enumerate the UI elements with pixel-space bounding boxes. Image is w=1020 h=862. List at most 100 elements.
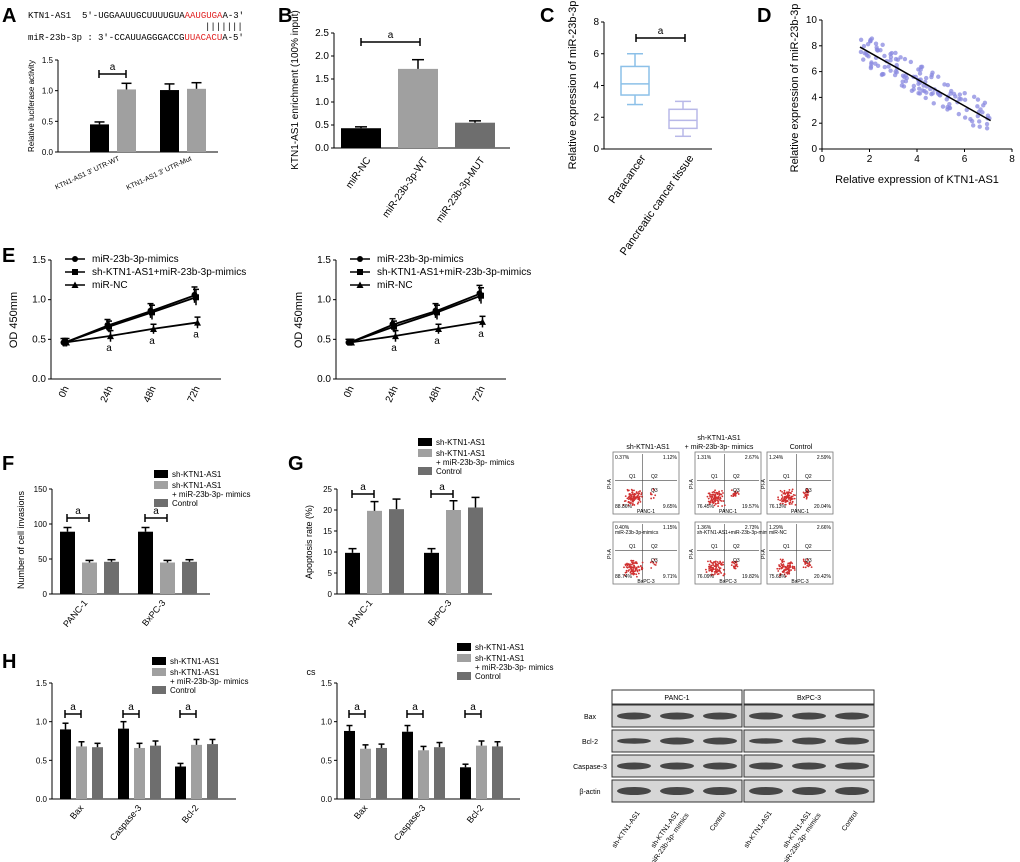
flow-col-title: sh-KTN1-AS1 [626,444,669,451]
flow-event [632,500,634,503]
chart-d-y-tick-label: 0 [811,144,817,155]
chart-h1-legend-label: + miR-23b-3p- mimics [170,677,248,686]
chart-g-y-tick-label: 20 [323,506,332,515]
chart-f-y-tick-label: 150 [34,485,48,494]
flow-quadrant-label: Q3 [733,488,740,494]
flow-event [782,571,784,574]
chart-e2-y-tick-label: 1.5 [317,255,331,266]
chart-h1-sig-label: a [185,702,191,713]
flow-event [714,489,716,492]
flow-panel-frame [766,521,834,585]
chart-h1-y-tick-label: 0.0 [36,795,48,804]
flow-event [708,568,710,570]
flow-event [719,499,722,502]
chart-d-x-tick-label: 6 [962,154,968,165]
flow-event [791,497,794,500]
chart-g-y-tick-label: 15 [323,527,332,536]
chart-h1-legend-label: Control [170,686,196,695]
flow-event [789,501,792,504]
chart-e2-legend-marker [356,281,364,288]
chart-d-point [898,55,903,60]
blot-band [617,762,651,770]
flow-event [711,501,714,504]
chart-e1-y-tick-label: 0.0 [32,374,46,385]
flow-event [655,561,658,564]
chart-h1-bar [150,745,161,799]
chart-h1-xtick-label: Caspase-3 [108,803,144,843]
flow-event [722,500,725,502]
flow-event [624,574,626,577]
chart-h1-bar [134,747,145,799]
chart-g-legend-swatch [418,438,432,446]
panel-label-b: B [278,5,292,27]
chart-a-xtick-label: KTN1-AS1 3' UTR-Mut [126,155,193,191]
flow-event [781,499,784,502]
chart-d-point [902,74,907,80]
chart-d-point [962,115,968,120]
flow-event [784,501,787,503]
chart-e1-legend-marker [72,269,78,275]
chart-h1-sig-label: a [70,702,76,713]
flow-axis-label: PANC-1 [719,509,737,515]
chart-h2-y-tick-label: 1.5 [321,679,333,688]
chart-b-xtick-label: miR-23b-3p-MUT [434,155,487,225]
chart-e2-legend-marker [357,256,363,262]
chart-d-point [908,59,914,65]
flow-quadrant-label: Q1 [711,544,718,550]
blot-band [835,737,869,745]
flow-event [786,491,788,494]
flow-event [627,496,630,499]
chart-d-point [865,41,871,47]
chart-h2-sig-label: a [412,702,418,713]
chart-f-bar [160,562,175,594]
flow-quadrant-value: 19.57% [742,504,760,510]
blot-band [792,712,826,720]
flow-event [653,558,656,561]
chart-e1-legend-label: sh-KTN1-AS1+miR-23b-3p-mimics [92,267,246,278]
flow-event [704,568,707,571]
chart-g-xtick-label: PANC-1 [346,598,374,629]
flow-event [653,563,656,566]
flow-event [804,495,807,497]
flow-quadrant-label: Q1 [711,474,718,480]
chart-g-bar [367,510,382,594]
flow-event [807,494,809,496]
chart-d-point [923,75,929,81]
flow-event [624,495,627,498]
flow-event [637,494,639,497]
flow-event [781,564,783,566]
flow-event [632,566,635,569]
flow-axis-label: PI-A [607,478,613,488]
chart-d-point [875,48,880,53]
flow-event [708,503,711,505]
flow-event [709,500,712,502]
flow-event [635,491,638,494]
flow-event [637,565,640,568]
flow-event [632,559,635,562]
chart-e2-point [435,325,442,333]
blot-row-label: β-actin [579,789,600,796]
chart-a-bar [90,124,109,152]
flow-event [808,561,811,564]
blot-group-header [611,689,743,705]
blot-band [617,787,651,795]
flow-event [636,502,639,505]
chart-f-xtick-label: BxPC-3 [140,598,168,628]
flow-quadrant-value: 1.31% [697,455,712,461]
chart-d-point [949,88,954,94]
flow-event [633,564,635,567]
chart-c-y-tick-label: 0 [593,144,599,155]
panel-label-a: A [2,5,16,27]
flow-event [717,564,719,567]
flow-event [790,492,792,495]
flow-event [712,501,715,504]
flow-event [650,497,653,500]
flow-event [778,574,781,577]
chart-h1-bar [118,728,129,799]
flow-event [787,572,790,574]
chart-e1-xtick-label: 24h [99,385,116,405]
chart-h1-legend-label: sh-KTN1-AS1 [170,657,220,666]
panel-label-e: E [2,245,15,267]
chart-g-sig-label: a [360,482,366,493]
chart-e2-point [392,332,399,340]
